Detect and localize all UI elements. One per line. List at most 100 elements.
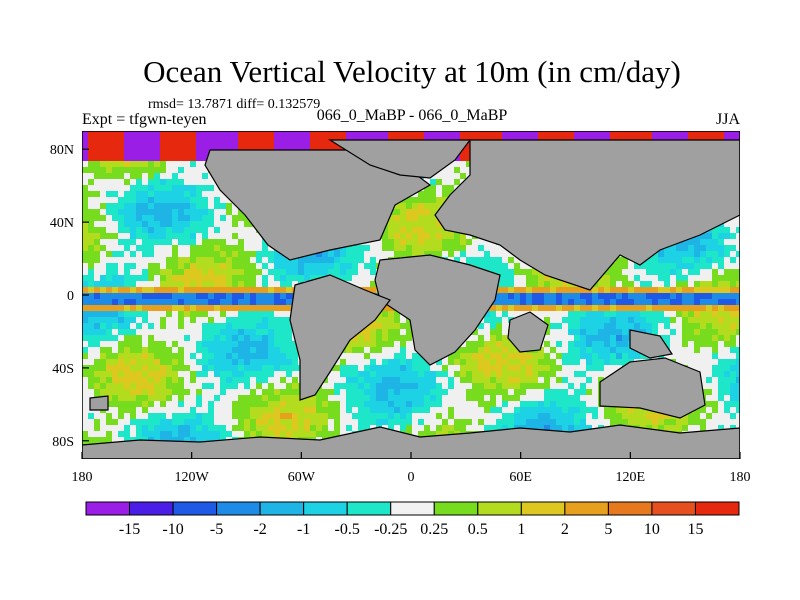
colorbar-swatch: [129, 501, 174, 516]
field-cell: [718, 293, 724, 299]
field-cell: [634, 353, 640, 359]
field-cell: [382, 323, 388, 329]
field-cell: [166, 227, 172, 233]
field-cell: [112, 299, 118, 305]
field-cell: [124, 365, 130, 371]
field-cell: [322, 143, 328, 149]
field-cell: [238, 299, 244, 305]
field-cell: [190, 371, 196, 377]
field-cell: [616, 323, 622, 329]
field-cell: [220, 275, 226, 281]
field-cell: [622, 323, 628, 329]
field-cell: [148, 353, 154, 359]
field-cell: [280, 323, 286, 329]
field-cell: [178, 419, 184, 425]
field-cell: [190, 281, 196, 287]
field-cell: [244, 323, 250, 329]
colorbar-label: -10: [162, 521, 183, 538]
field-cell: [202, 251, 208, 257]
field-cell: [532, 383, 538, 389]
field-cell: [118, 275, 124, 281]
field-cell: [604, 413, 610, 419]
field-cell: [508, 419, 514, 425]
field-cell: [322, 257, 328, 263]
field-cell: [424, 365, 430, 371]
field-cell: [622, 299, 628, 305]
field-cell: [256, 251, 262, 257]
field-cell: [592, 341, 598, 347]
field-cell: [106, 293, 112, 299]
field-cell: [286, 401, 292, 407]
field-cell: [82, 155, 88, 161]
field-cell: [136, 155, 142, 161]
field-cell: [88, 179, 94, 185]
field-cell: [694, 131, 700, 137]
field-cell: [82, 149, 88, 155]
field-cell: [196, 197, 202, 203]
field-cell: [532, 305, 538, 311]
field-cell: [136, 197, 142, 203]
field-cell: [292, 269, 298, 275]
field-cell: [202, 269, 208, 275]
field-cell: [130, 233, 136, 239]
field-cell: [376, 335, 382, 341]
field-cell: [472, 257, 478, 263]
field-cell: [574, 347, 580, 353]
field-cell: [274, 413, 280, 419]
field-cell: [88, 293, 94, 299]
field-cell: [106, 317, 112, 323]
field-cell: [604, 293, 610, 299]
field-cell: [238, 305, 244, 311]
field-cell: [490, 341, 496, 347]
field-cell: [190, 269, 196, 275]
field-cell: [538, 413, 544, 419]
field-cell: [154, 215, 160, 221]
field-cell: [172, 215, 178, 221]
field-cell: [406, 197, 412, 203]
field-cell: [160, 401, 166, 407]
field-cell: [298, 407, 304, 413]
field-cell: [160, 305, 166, 311]
field-cell: [292, 341, 298, 347]
field-cell: [694, 245, 700, 251]
field-cell: [538, 371, 544, 377]
field-cell: [160, 155, 166, 161]
field-cell: [652, 131, 658, 137]
field-cell: [118, 389, 124, 395]
field-cell: [178, 263, 184, 269]
field-cell: [274, 419, 280, 425]
field-cell: [262, 293, 268, 299]
field-cell: [448, 377, 454, 383]
field-cell: [694, 341, 700, 347]
field-cell: [394, 353, 400, 359]
field-cell: [322, 395, 328, 401]
field-cell: [604, 335, 610, 341]
field-cell: [82, 185, 88, 191]
field-cell: [148, 269, 154, 275]
field-cell: [172, 191, 178, 197]
field-cell: [160, 275, 166, 281]
field-cell: [214, 431, 220, 437]
field-cell: [526, 401, 532, 407]
field-cell: [544, 371, 550, 377]
field-cell: [238, 425, 244, 431]
field-cell: [652, 317, 658, 323]
field-cell: [106, 155, 112, 161]
field-cell: [610, 275, 616, 281]
field-cell: [664, 275, 670, 281]
field-cell: [418, 251, 424, 257]
field-cell: [400, 341, 406, 347]
field-cell: [502, 341, 508, 347]
field-cell: [670, 419, 676, 425]
field-cell: [448, 353, 454, 359]
field-cell: [388, 317, 394, 323]
field-cell: [208, 401, 214, 407]
field-cell: [124, 317, 130, 323]
field-cell: [142, 365, 148, 371]
field-cell: [142, 155, 148, 161]
field-cell: [160, 419, 166, 425]
field-cell: [220, 359, 226, 365]
field-cell: [418, 131, 424, 137]
field-cell: [718, 383, 724, 389]
field-cell: [622, 359, 628, 365]
